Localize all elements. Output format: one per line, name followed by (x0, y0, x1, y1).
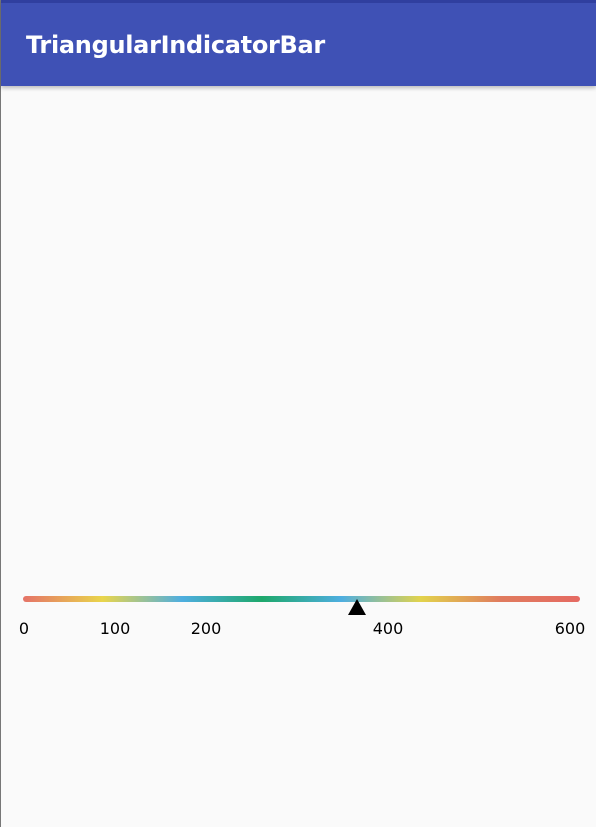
tick-label-100: 100 (99, 619, 131, 638)
triangle-up-icon[interactable] (348, 599, 367, 615)
tick-label-400: 400 (372, 619, 404, 638)
tick-label-600: 600 (554, 619, 586, 638)
app-bar: TriangularIndicatorBar (1, 0, 596, 86)
tick-label-0: 0 (18, 619, 30, 638)
indicator-gradient-bar (23, 596, 580, 602)
tick-label-200: 200 (190, 619, 222, 638)
app-title: TriangularIndicatorBar (26, 31, 325, 59)
status-bar (1, 0, 596, 3)
